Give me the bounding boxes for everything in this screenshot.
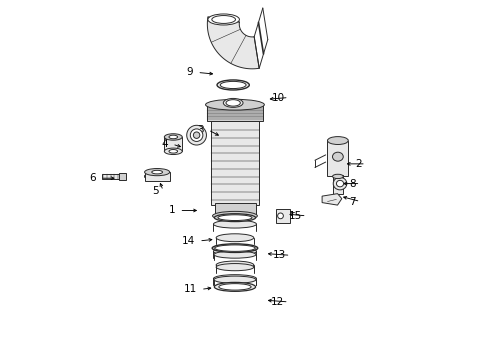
Ellipse shape <box>214 275 256 283</box>
Ellipse shape <box>164 134 182 140</box>
Text: 9: 9 <box>186 67 193 77</box>
Text: 12: 12 <box>271 297 285 307</box>
Bar <box>276 209 290 223</box>
Ellipse shape <box>226 100 240 106</box>
Text: 14: 14 <box>181 236 195 246</box>
Ellipse shape <box>169 135 177 139</box>
Ellipse shape <box>214 214 256 222</box>
Bar <box>120 173 126 180</box>
Ellipse shape <box>216 261 254 269</box>
Ellipse shape <box>217 80 249 90</box>
Ellipse shape <box>219 284 251 290</box>
Text: 6: 6 <box>90 173 96 183</box>
Ellipse shape <box>337 180 343 187</box>
Text: 8: 8 <box>349 179 356 189</box>
Ellipse shape <box>216 234 254 242</box>
Ellipse shape <box>223 98 243 107</box>
Ellipse shape <box>194 132 200 138</box>
Ellipse shape <box>190 129 203 141</box>
Text: 2: 2 <box>355 159 362 169</box>
Ellipse shape <box>333 152 343 161</box>
Polygon shape <box>207 17 259 69</box>
Ellipse shape <box>205 99 265 110</box>
Bar <box>164 137 182 151</box>
Ellipse shape <box>212 15 236 23</box>
Ellipse shape <box>208 14 240 25</box>
Ellipse shape <box>214 276 256 283</box>
Text: 4: 4 <box>161 139 168 149</box>
Text: 15: 15 <box>289 211 302 221</box>
Ellipse shape <box>164 148 182 154</box>
Ellipse shape <box>216 264 254 271</box>
Bar <box>327 140 348 176</box>
Ellipse shape <box>215 245 255 251</box>
Ellipse shape <box>214 220 256 228</box>
Ellipse shape <box>327 136 348 144</box>
Ellipse shape <box>333 174 343 179</box>
Ellipse shape <box>187 125 206 145</box>
Ellipse shape <box>278 213 283 219</box>
Ellipse shape <box>214 251 256 258</box>
Polygon shape <box>322 194 342 205</box>
Bar <box>211 121 259 205</box>
Text: 13: 13 <box>273 250 286 260</box>
Text: 3: 3 <box>197 125 204 135</box>
Ellipse shape <box>214 282 256 291</box>
Ellipse shape <box>220 81 246 89</box>
Text: 1: 1 <box>169 206 175 216</box>
Ellipse shape <box>145 173 170 180</box>
Text: 5: 5 <box>152 186 159 196</box>
Ellipse shape <box>333 177 347 190</box>
Bar <box>333 175 343 194</box>
Ellipse shape <box>213 211 257 220</box>
Ellipse shape <box>212 244 258 252</box>
Ellipse shape <box>145 168 170 176</box>
Ellipse shape <box>218 215 252 221</box>
Text: 11: 11 <box>183 284 196 294</box>
Text: 7: 7 <box>349 197 356 207</box>
Ellipse shape <box>169 149 177 153</box>
Bar <box>145 172 170 181</box>
Text: 10: 10 <box>271 93 285 103</box>
Ellipse shape <box>214 247 256 255</box>
Bar <box>215 203 256 216</box>
Bar <box>101 174 122 179</box>
Ellipse shape <box>152 170 163 174</box>
Bar <box>207 105 263 121</box>
Ellipse shape <box>145 173 170 180</box>
